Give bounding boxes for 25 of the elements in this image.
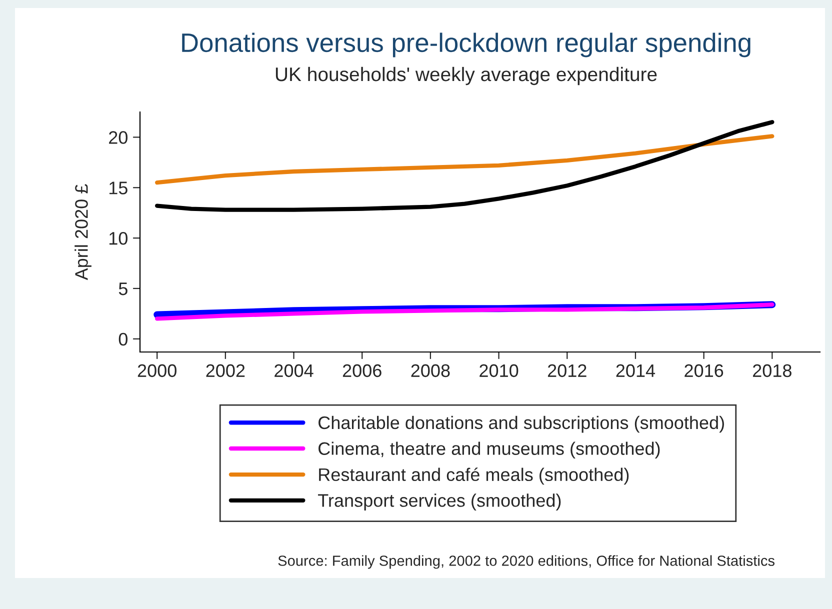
line-series xyxy=(155,134,774,185)
legend-label: Restaurant and café meals (smoothed) xyxy=(319,468,629,485)
chart-subtitle: UK households' weekly average expenditure xyxy=(276,66,657,86)
x-tick-label: 2006 xyxy=(342,364,382,378)
x-tick-label: 2002 xyxy=(206,364,245,378)
source-note: Source: Family Spending, 2002 to 2020 editions, Office for National Statistics xyxy=(278,555,775,569)
line-series xyxy=(155,120,774,212)
y-tick-label: 0 xyxy=(118,332,128,346)
x-tick-label: 2012 xyxy=(548,364,586,378)
y-axis-title: April 2020 £ xyxy=(74,184,92,280)
legend-label: Transport services (smoothed) xyxy=(318,494,561,510)
x-tick-label: 2014 xyxy=(616,364,656,378)
chart-title: Donations versus pre-lockdown regular spending xyxy=(182,32,750,58)
legend-label: Charitable donations and subscriptions (smoothed) xyxy=(318,416,724,433)
y-tick-label: 15 xyxy=(109,182,128,194)
y-tick-label: 20 xyxy=(109,131,128,144)
x-tick-label: 2010 xyxy=(480,364,518,378)
x-tick-label: 2018 xyxy=(752,364,792,378)
x-tick-label: 2016 xyxy=(684,364,724,378)
x-tick-label: 2004 xyxy=(274,364,314,378)
y-tick-label: 10 xyxy=(109,232,128,245)
x-tick-label: 2008 xyxy=(411,364,450,378)
y-tick-label: 5 xyxy=(118,282,128,296)
x-tick-label: 2000 xyxy=(138,364,176,378)
legend-label: Cinema, theatre and museums (smoothed) xyxy=(318,442,660,459)
